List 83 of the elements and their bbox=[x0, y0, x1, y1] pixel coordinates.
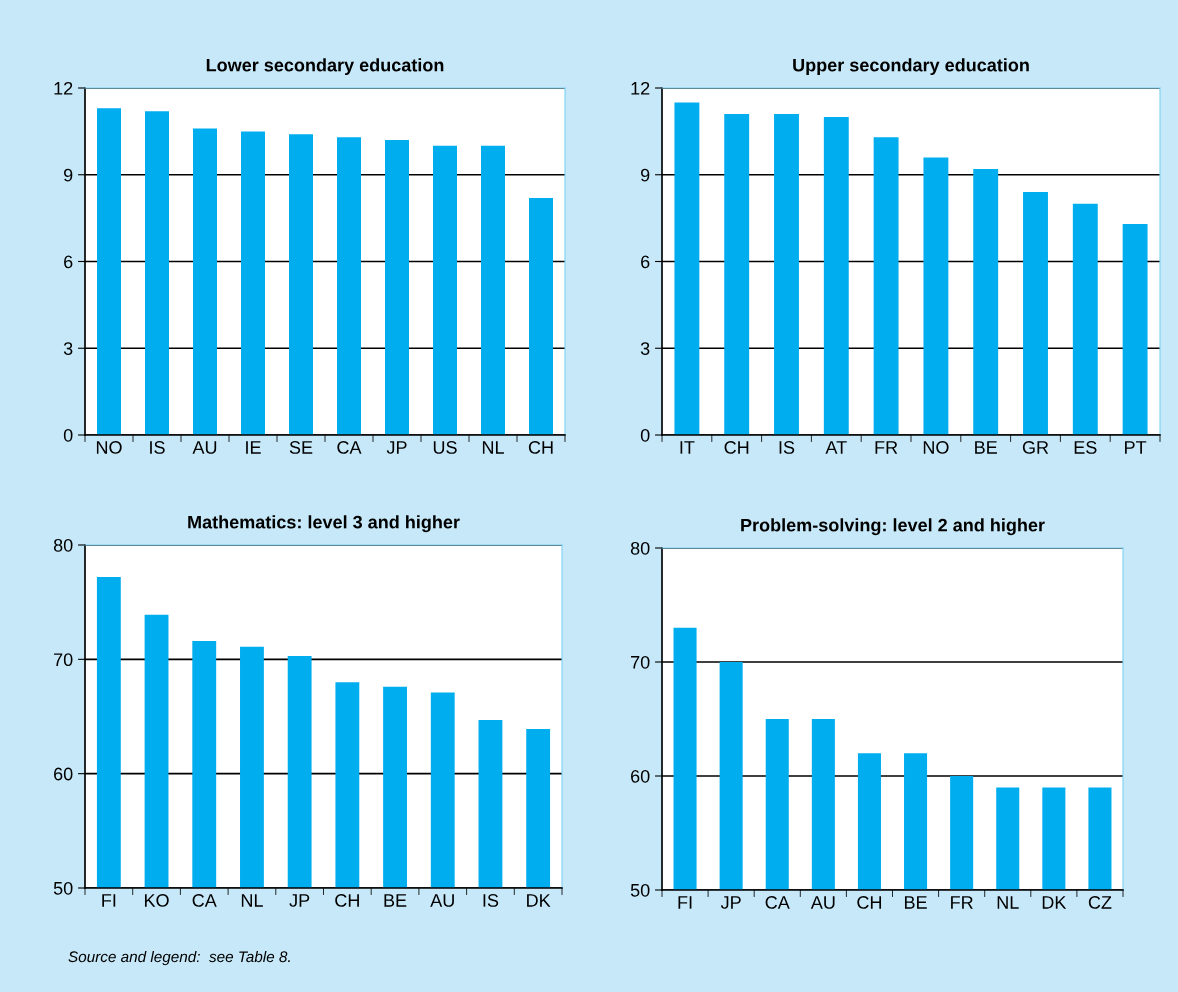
x-tick-label: AT bbox=[825, 441, 847, 454]
bar bbox=[481, 145, 505, 435]
x-tick-label: FR bbox=[875, 441, 898, 454]
chart-title: Mathematics: level 3 and higher bbox=[188, 515, 460, 533]
x-tick-label: AU bbox=[810, 896, 835, 909]
bar bbox=[97, 108, 121, 435]
x-tick-label: CH bbox=[335, 894, 359, 907]
bar bbox=[774, 114, 799, 435]
bar bbox=[529, 197, 553, 435]
bar bbox=[674, 102, 700, 435]
y-tick-label: 6 bbox=[64, 255, 73, 269]
bar bbox=[724, 114, 750, 435]
y-tick-label: 9 bbox=[64, 168, 73, 182]
x-tick-label: ES bbox=[1074, 441, 1097, 454]
chart-title: Upper secondary education bbox=[793, 58, 1029, 76]
x-tick-label: SE bbox=[289, 441, 313, 454]
x-tick-label: CA bbox=[765, 896, 790, 909]
y-tick-label: 6 bbox=[641, 255, 650, 269]
y-tick-label: 50 bbox=[53, 881, 73, 895]
bar bbox=[385, 140, 409, 435]
y-tick-label: 0 bbox=[63, 428, 73, 442]
bar bbox=[241, 131, 265, 435]
bar bbox=[1072, 203, 1098, 435]
x-tick-label: DK bbox=[527, 894, 551, 907]
x-tick-label: NL bbox=[997, 896, 1019, 909]
bar bbox=[973, 168, 999, 435]
y-tick-label: 50 bbox=[630, 883, 650, 897]
x-tick-label: CH bbox=[528, 441, 553, 454]
x-tick-label: BE bbox=[904, 896, 927, 909]
y-tick-label: 80 bbox=[53, 538, 73, 552]
x-tick-label: NO bbox=[923, 441, 949, 454]
x-tick-label: CZ bbox=[1088, 896, 1112, 909]
x-tick-label: AU bbox=[430, 894, 454, 907]
y-tick-label: 12 bbox=[631, 81, 650, 95]
x-tick-label: IS bbox=[483, 894, 499, 907]
y-tick-label: 3 bbox=[63, 342, 73, 355]
x-tick-label: NL bbox=[482, 441, 504, 454]
y-tick-label: 80 bbox=[630, 541, 650, 555]
x-tick-label: JP bbox=[289, 894, 310, 907]
x-tick-label: IS bbox=[150, 441, 165, 454]
bar bbox=[1023, 192, 1048, 435]
bar bbox=[1122, 223, 1148, 435]
x-tick-label: JP bbox=[720, 896, 741, 909]
x-tick-label: FI bbox=[678, 896, 692, 909]
x-tick-label: NO bbox=[96, 441, 122, 454]
x-tick-label: BE bbox=[975, 441, 997, 454]
x-tick-label: FR bbox=[951, 896, 973, 909]
y-tick-label: 3 bbox=[640, 342, 650, 355]
x-tick-label: GR bbox=[1022, 441, 1049, 454]
x-tick-label: CH bbox=[724, 441, 749, 454]
bar bbox=[923, 157, 949, 435]
x-tick-label: AU bbox=[192, 441, 217, 454]
bar bbox=[193, 128, 217, 435]
y-tick-label: 60 bbox=[631, 769, 650, 783]
y-tick-label: 60 bbox=[54, 767, 73, 781]
x-tick-label: DK bbox=[1042, 896, 1067, 909]
x-tick-label: CA bbox=[337, 441, 362, 454]
x-tick-label: PT bbox=[1125, 441, 1147, 454]
bar bbox=[289, 134, 313, 435]
y-tick-label: 12 bbox=[54, 81, 73, 95]
bar bbox=[337, 137, 361, 435]
x-tick-label: IS bbox=[779, 441, 795, 454]
x-tick-label: JP bbox=[386, 441, 407, 454]
chart-title: Problem-solving: level 2 and higher bbox=[741, 518, 1045, 536]
x-tick-label: FI bbox=[102, 894, 116, 907]
x-tick-label: IT bbox=[680, 441, 695, 454]
bar bbox=[145, 111, 169, 435]
x-tick-label: KO bbox=[144, 894, 169, 907]
x-tick-label: BE bbox=[384, 894, 407, 907]
x-tick-label: CA bbox=[192, 894, 217, 907]
y-tick-label: 9 bbox=[641, 168, 650, 182]
bar bbox=[873, 137, 899, 435]
x-tick-label: IE bbox=[246, 441, 261, 454]
x-tick-label: US bbox=[433, 441, 457, 454]
source-note: Source and legend: see Table 8. bbox=[68, 950, 290, 966]
chart-title: Lower secondary education bbox=[206, 58, 444, 76]
bar bbox=[433, 145, 457, 435]
y-tick-label: 70 bbox=[54, 653, 73, 667]
y-tick-label: 70 bbox=[631, 655, 650, 669]
x-tick-label: NL bbox=[241, 894, 263, 907]
bar bbox=[823, 116, 849, 435]
x-tick-label: CH bbox=[857, 896, 882, 909]
y-tick-label: 0 bbox=[640, 428, 650, 442]
